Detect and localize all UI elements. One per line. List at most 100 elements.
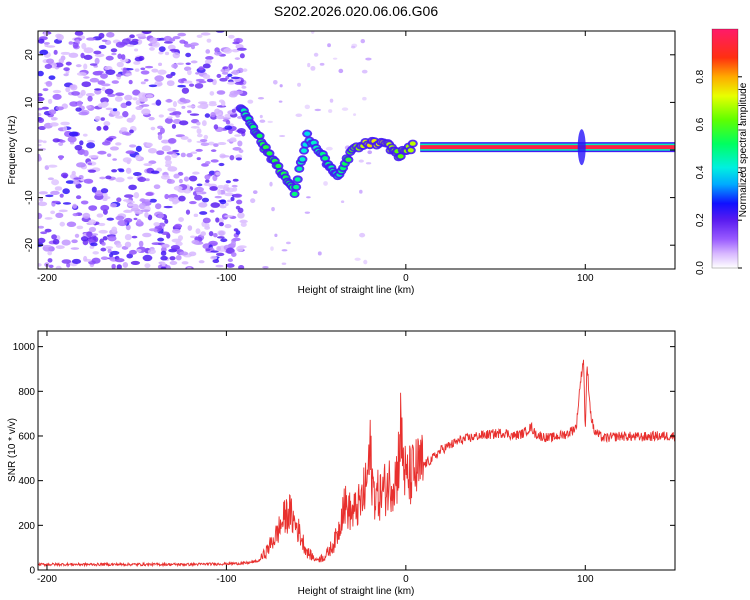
spectrogram-noise-blob — [158, 46, 166, 53]
spectrogram-noise-blob — [74, 144, 83, 151]
spectrogram-noise-blob — [134, 48, 139, 52]
spectrogram-noise-blob — [210, 149, 217, 152]
spectrogram-noise-blob — [48, 75, 56, 80]
spectrogram-noise-blob — [105, 55, 114, 61]
spectrogram-noise-blob — [145, 94, 154, 98]
spectrogram-noise-blob — [163, 41, 173, 44]
spectrogram-noise-blob — [120, 127, 128, 132]
spectrogram-noise-blob — [163, 35, 172, 43]
spectrogram-noise-blob — [135, 154, 142, 161]
spectrogram-track-core — [397, 154, 404, 159]
spectrogram-noise-blob — [159, 127, 165, 134]
spectrogram-noise-blob — [223, 184, 230, 188]
spectrogram-noise-blob — [83, 149, 89, 157]
spectrogram-noise-blob — [150, 170, 160, 174]
spectrogram-noise-blob — [94, 116, 101, 122]
spectrogram-noise-blob — [135, 33, 146, 37]
spectrogram-noise-blob — [236, 128, 246, 134]
spectrogram-noise-blob — [116, 197, 122, 203]
spectrogram-noise-blob — [198, 260, 205, 264]
spectrogram-noise-blob — [52, 89, 62, 94]
spectrogram-noise-blob — [329, 98, 334, 103]
spectrogram-noise-blob — [92, 251, 99, 255]
spectrogram-noise-blob — [141, 31, 152, 35]
spectrogram-y-axis-label: Frequency (Hz) — [7, 116, 18, 185]
spectrogram-noise-blob — [145, 142, 153, 147]
spectrogram-noise-blob — [147, 214, 153, 221]
spectrogram-noise-blob — [196, 183, 203, 187]
snr-y-tick-label: 600 — [18, 431, 35, 442]
spectrogram-noise-blob — [183, 176, 190, 182]
spectrogram-noise-blob — [214, 51, 223, 56]
spectrogram-noise-blob — [193, 213, 199, 218]
spectrogram-track-core — [262, 145, 269, 150]
spectrogram-noise-blob — [196, 121, 201, 126]
spectrogram-noise-blob — [115, 73, 122, 78]
spectrogram-noise-blob — [93, 50, 102, 55]
spectrogram-noise-blob — [234, 134, 242, 137]
spectrogram-noise-blob — [47, 164, 58, 168]
spectrogram-noise-blob — [171, 123, 177, 129]
spectrogram-noise-blob — [232, 147, 242, 151]
spectrogram-noise-blob — [71, 91, 81, 96]
spectrogram-noise-blob — [262, 266, 269, 269]
spectrogram-noise-blob — [101, 101, 109, 107]
spectrogram-noise-blob — [148, 160, 157, 164]
spectrogram-noise-blob — [161, 145, 172, 152]
spectrogram-noise-blob — [317, 251, 322, 256]
spectrogram-noise-blob — [147, 147, 157, 154]
spectrogram-noise-blob — [204, 59, 213, 65]
spectrogram-noise-blob — [259, 119, 266, 123]
spectrogram-noise-blob — [38, 139, 44, 143]
spectrogram-noise-blob — [187, 69, 192, 76]
spectrogram-noise-blob — [98, 222, 106, 227]
spectrogram-noise-blob — [214, 195, 222, 199]
spectrogram-noise-blob — [359, 232, 366, 238]
spectrogram-noise-blob — [72, 203, 78, 209]
spectrogram-noise-blob — [180, 136, 189, 140]
spectrogram-noise-blob — [102, 197, 108, 202]
spectrogram-y-tick-label: -10 — [24, 190, 35, 205]
spectrogram-noise-blob — [109, 146, 119, 151]
spectrogram-noise-blob — [66, 262, 71, 268]
spectrogram-noise-blob — [60, 51, 71, 55]
spectrogram-noise-blob — [226, 199, 232, 203]
spectrogram-noise-blob — [106, 137, 114, 141]
spectrogram-noise-blob — [232, 186, 238, 192]
spectrogram-noise-blob — [139, 97, 148, 103]
spectrogram-noise-blob — [68, 41, 74, 45]
spectrogram-noise-blob — [235, 157, 243, 161]
spectrogram-noise-blob — [118, 169, 125, 173]
spectrogram-noise-blob — [279, 134, 286, 138]
spectrogram-noise-blob — [181, 87, 190, 94]
spectrogram-noise-blob — [46, 58, 55, 64]
spectrogram-noise-blob — [208, 102, 218, 107]
snr-y-tick-label: 800 — [18, 387, 35, 398]
spectrogram-noise-blob — [365, 57, 372, 61]
spectrogram-noise-blob — [74, 233, 80, 238]
spectrogram-noise-blob — [167, 107, 177, 112]
spectrogram-noise-blob — [107, 248, 112, 254]
spectrogram-noise-blob — [43, 31, 49, 37]
spectrogram-noise-blob — [201, 120, 207, 127]
spectrogram-track-core — [296, 166, 303, 172]
spectrogram-noise-blob — [100, 204, 110, 212]
spectrogram-noise-blob — [71, 239, 78, 244]
spectrogram-noise-blob — [79, 140, 84, 146]
spectrogram-noise-blob — [205, 248, 211, 252]
spectrogram-noise-blob — [147, 248, 156, 255]
spectrogram-noise-blob — [83, 178, 94, 184]
spectrogram-noise-blob — [58, 209, 68, 213]
spectrogram-noise-blob — [202, 217, 211, 224]
spectrogram-noise-blob — [178, 217, 185, 222]
spectrogram-noise-blob — [173, 173, 180, 179]
spectrogram-noise-blob — [183, 43, 192, 48]
spectrogram-noise-blob — [164, 218, 169, 224]
spectrogram-noise-blob — [106, 32, 115, 38]
spectrogram-noise-blob — [220, 238, 228, 243]
spectrogram-noise-blob — [38, 117, 45, 123]
spectrogram-noise-blob — [278, 100, 283, 103]
spectrogram-noise-blob — [63, 67, 70, 72]
spectrogram-noise-blob — [38, 107, 44, 111]
spectrogram-noise-blob — [144, 263, 151, 269]
